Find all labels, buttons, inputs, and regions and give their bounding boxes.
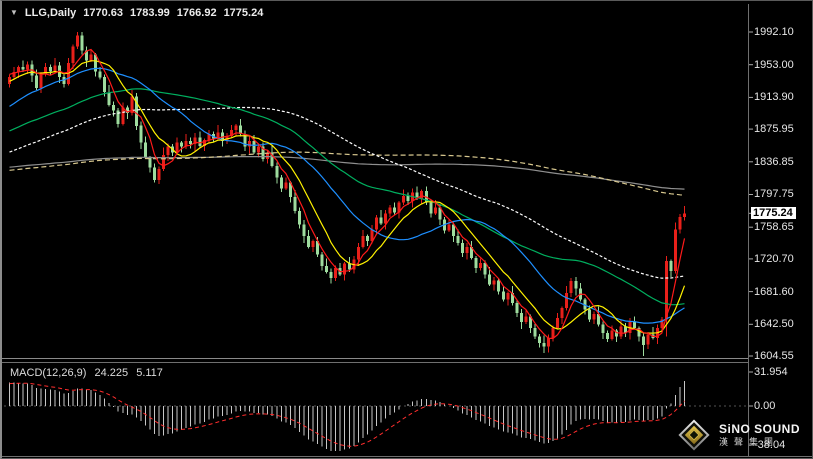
axis-separator-line: [748, 4, 749, 457]
ohlc-open-value: 1770.63: [83, 7, 124, 19]
price-axis-label: 1797.75: [754, 188, 794, 200]
price-axis-label: 1642.50: [754, 318, 794, 330]
price-axis-label: 1758.65: [754, 221, 794, 233]
ohlc-high-value: 1783.99: [130, 7, 170, 19]
ma-line-25: [9, 67, 685, 324]
symbol-timeframe-label: LLG,Daily: [24, 7, 77, 19]
price-axis-label: 1953.00: [754, 59, 794, 71]
candlestick-series: [8, 32, 686, 356]
panel-splitter[interactable]: [2, 358, 748, 359]
ohlc-low-value: 1766.92: [176, 7, 217, 19]
macd-name: MACD(12,26,9): [10, 367, 87, 379]
ma-line-75: [9, 106, 685, 279]
panel-splitter-lower-line: [2, 362, 748, 363]
macd-axis-label: -38.04: [754, 439, 786, 451]
macd-histogram: [9, 381, 685, 451]
collapse-triangle-icon[interactable]: ▼: [10, 8, 18, 17]
price-axis-label: 1681.60: [754, 286, 794, 298]
price-axis-label: 1913.90: [754, 91, 794, 103]
logo-text: SiNO SOUND 漢聲集團: [719, 423, 800, 448]
sino-sound-logo: SiNO SOUND 漢聲集團: [677, 418, 800, 452]
macd-indicator-label: MACD(12,26,9) 24.225 5.117: [10, 367, 168, 379]
logo-brand-en: SiNO SOUND: [718, 421, 800, 436]
price-axis-label: 1875.95: [754, 123, 794, 135]
ma-line-10: [9, 60, 686, 334]
price-axis-label: 1992.10: [754, 26, 794, 38]
ohlc-close-value: 1775.24: [223, 7, 264, 19]
macd-signal-value: 5.117: [136, 367, 163, 379]
price-axis-label: 1604.55: [754, 350, 794, 362]
chart-header: ▼ LLG,Daily 1770.63 1783.99 1766.92 1775…: [10, 7, 263, 19]
ma-line-50: [9, 88, 685, 306]
bottom-frame-line: [2, 456, 812, 457]
price-axis-label: 1720.70: [754, 253, 794, 265]
macd-main-value: 24.225: [94, 367, 129, 379]
ma-line-200: [9, 156, 685, 190]
macd-signal-line: [9, 382, 685, 447]
sino-sound-diamond-icon: [677, 418, 711, 452]
ma-line-170: [9, 151, 685, 196]
ma-line-5: [9, 48, 686, 339]
macd-axis-label: 0.00: [754, 400, 776, 412]
logo-brand-cn: 漢聲集團: [718, 436, 779, 447]
price-axis-label: 1836.85: [754, 156, 794, 168]
macd-axis-label: 31.954: [754, 366, 788, 378]
current-price-tag: 1775.24: [751, 207, 796, 219]
